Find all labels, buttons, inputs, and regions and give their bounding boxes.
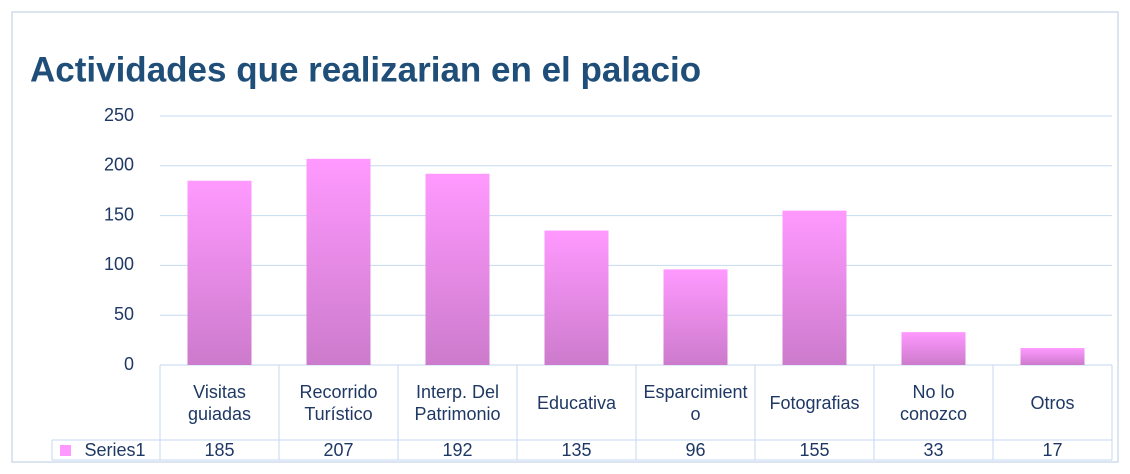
bar-shade [187,180,252,365]
bar-shade [901,332,966,365]
y-tick-label: 250 [104,105,134,125]
y-tick-label: 50 [114,304,134,324]
table-value: 155 [799,440,830,460]
y-tick-label: 100 [104,254,134,274]
table-value: 185 [204,440,235,460]
x-tick-label: Educativa [536,392,617,413]
y-tick-label: 0 [124,354,134,374]
bar-shade [1020,348,1085,365]
table-value: 135 [561,440,592,460]
table-value: 33 [923,440,944,460]
bar-shade [663,269,728,365]
bar-shade [425,173,490,365]
x-tick-label: Otros [1030,392,1075,413]
x-tick-label: Esparcimiento [643,381,748,424]
legend-label: Series1 [84,440,146,460]
bar-shade [544,230,609,365]
x-tick-label: Fotografias [769,392,860,413]
legend-swatch [60,445,71,456]
x-tick-label: Visitas guiadas [187,381,252,424]
bar-shade [306,158,371,365]
chart-title: Actividades que realizarian en el palaci… [30,50,701,89]
x-tick-label: Interp. Del Patrimonio [414,381,501,424]
table-value: 207 [323,440,354,460]
x-tick-label: No lo conozco [899,381,968,424]
x-tick-label: Recorrido Turístico [299,381,378,424]
y-tick-label: 200 [104,155,134,175]
table-value: 192 [442,440,473,460]
y-tick-label: 150 [104,204,134,224]
table-value: 96 [685,440,706,460]
table-value: 17 [1042,440,1063,460]
bar-shade [782,210,847,365]
